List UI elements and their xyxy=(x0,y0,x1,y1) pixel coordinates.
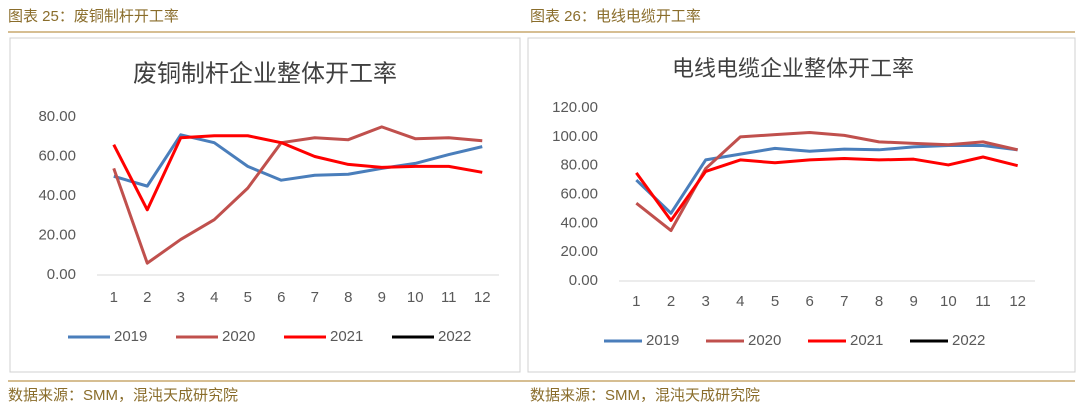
x-tick-label: 1 xyxy=(110,289,118,306)
legend-label: 2022 xyxy=(438,328,471,345)
x-tick-label: 8 xyxy=(344,289,352,306)
series-line xyxy=(112,125,483,265)
y-tick-label: 20.00 xyxy=(560,243,598,260)
y-tick-label: 0.00 xyxy=(569,272,598,289)
x-tick-label: 3 xyxy=(701,293,709,310)
y-tick-label: 80.00 xyxy=(560,157,598,174)
legend-label: 2019 xyxy=(114,328,147,345)
series-line xyxy=(113,133,483,188)
legend-label: 2020 xyxy=(748,332,781,349)
chart-frame xyxy=(9,37,521,373)
legend-label: 2021 xyxy=(850,332,883,349)
y-tick-label: 120.00 xyxy=(552,99,598,116)
series-line xyxy=(635,155,1019,222)
x-tick-label: 7 xyxy=(840,293,848,310)
y-tick-label: 100.00 xyxy=(552,128,598,145)
x-tick-label: 6 xyxy=(805,293,813,310)
x-tick-label: 1 xyxy=(632,293,640,310)
y-tick-label: 20.00 xyxy=(38,226,76,243)
x-tick-label: 12 xyxy=(474,289,491,306)
caption: 图表 25：废铜制杆开工率 xyxy=(8,8,179,25)
series-line xyxy=(635,143,1018,215)
x-tick-label: 2 xyxy=(143,289,151,306)
chart-title: 废铜制杆企业整体开工率 xyxy=(133,60,397,87)
legend-label: 2019 xyxy=(646,332,679,349)
x-tick-label: 4 xyxy=(210,289,218,306)
x-tick-label: 10 xyxy=(407,289,424,306)
series-line xyxy=(112,134,483,212)
y-tick-label: 40.00 xyxy=(560,214,598,231)
chart-title: 电线电缆企业整体开工率 xyxy=(672,56,914,81)
x-tick-label: 11 xyxy=(441,289,457,306)
source: 数据来源：SMM，混沌天成研究院 xyxy=(8,386,238,404)
y-tick-label: 0.00 xyxy=(47,266,76,283)
x-tick-label: 3 xyxy=(177,289,185,306)
y-tick-label: 40.00 xyxy=(38,187,76,204)
y-tick-label: 60.00 xyxy=(560,185,598,202)
x-tick-label: 5 xyxy=(771,293,779,310)
x-tick-label: 6 xyxy=(277,289,285,306)
x-tick-label: 10 xyxy=(940,293,957,310)
legend-label: 2022 xyxy=(952,332,985,349)
x-tick-label: 9 xyxy=(378,289,386,306)
x-tick-label: 2 xyxy=(667,293,675,310)
source: 数据来源：SMM，混沌天成研究院 xyxy=(530,386,760,404)
legend-label: 2021 xyxy=(330,328,363,345)
x-tick-label: 12 xyxy=(1009,293,1026,310)
legend-label: 2020 xyxy=(222,328,255,345)
x-tick-label: 7 xyxy=(311,289,319,306)
x-tick-label: 9 xyxy=(909,293,917,310)
chart-frame xyxy=(527,37,1076,373)
x-tick-label: 4 xyxy=(736,293,744,310)
x-tick-label: 5 xyxy=(244,289,252,306)
series-line xyxy=(635,131,1019,233)
caption: 图表 26：电线电缆开工率 xyxy=(530,8,701,25)
x-tick-label: 8 xyxy=(875,293,883,310)
y-tick-label: 80.00 xyxy=(38,108,76,125)
y-tick-label: 60.00 xyxy=(38,147,76,164)
x-tick-label: 11 xyxy=(975,293,991,310)
